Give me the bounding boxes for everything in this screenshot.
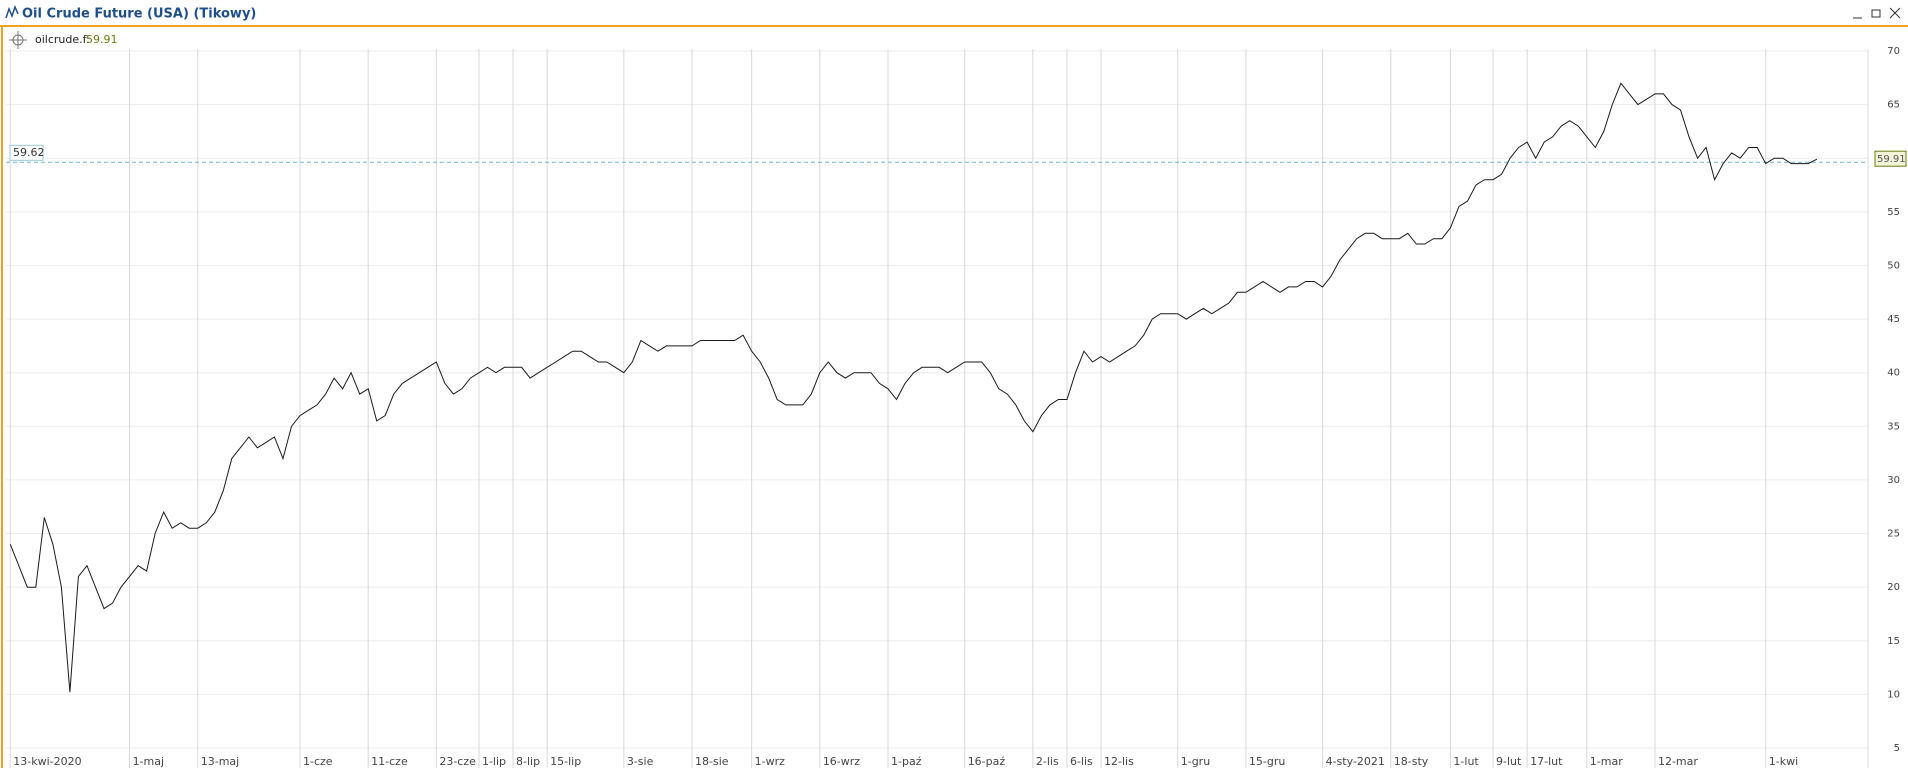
x-tick-label: 3-sie: [627, 755, 654, 768]
x-tick-label: 1-lut: [1453, 755, 1479, 768]
legend-icon[interactable]: [9, 31, 27, 49]
current-value-box: [1874, 150, 1907, 167]
y-tick-label: 35: [1887, 421, 1900, 432]
x-tick-label: 8-lip: [516, 755, 540, 768]
legend-symbol: oilcrude.f:: [35, 33, 90, 46]
y-tick-label: 70: [1887, 46, 1900, 57]
y-tick-label: 40: [1887, 368, 1900, 379]
y-tick-label: 50: [1887, 260, 1900, 271]
x-tick-label: 1-wrz: [755, 755, 785, 768]
y-tick-label: 65: [1887, 100, 1900, 111]
y-tick-label: 45: [1887, 314, 1900, 325]
window-controls[interactable]: [1853, 7, 1901, 19]
x-tick-label: 12-mar: [1658, 755, 1698, 768]
chart-icon: [5, 4, 19, 19]
current-value-label: 59.91: [1877, 154, 1906, 165]
x-tick-label: 6-lis: [1070, 755, 1093, 768]
x-tick-label: 1-mar: [1590, 755, 1623, 768]
x-tick-label: 9-lut: [1496, 755, 1522, 768]
x-tick-label: 18-sie: [695, 755, 729, 768]
y-tick-label: 20: [1887, 582, 1900, 593]
y-tick-label: 30: [1887, 475, 1900, 486]
reference-label: 59.62: [13, 146, 45, 159]
x-tick-label: 13-maj: [201, 755, 239, 768]
x-tick-label: 15-gru: [1249, 755, 1285, 768]
x-tick-label: 16-paź: [968, 755, 1006, 768]
y-tick-label: 25: [1887, 529, 1900, 540]
restore-button[interactable]: [1871, 9, 1881, 18]
x-tick-label: 11-cze: [371, 755, 408, 768]
y-tick-label: 15: [1887, 636, 1900, 647]
x-tick-label: 1-paź: [891, 755, 922, 768]
x-tick-label: 1-cze: [303, 755, 333, 768]
chart-title: Oil Crude Future (USA) (Tikowy): [22, 7, 256, 22]
x-tick-label: 23-cze: [439, 755, 476, 768]
x-tick-label: 15-lip: [550, 755, 581, 768]
x-tick-label: 13-kwi-2020: [13, 755, 81, 768]
y-tick-label: 5: [1894, 743, 1900, 754]
x-tick-label: 17-lut: [1530, 755, 1563, 768]
x-tick-label: 2-lis: [1036, 755, 1059, 768]
price-line: [9, 82, 1818, 693]
reference-label-box: [9, 144, 44, 161]
x-tick-label: 18-sty: [1394, 755, 1429, 768]
x-tick-label: 1-maj: [133, 755, 164, 768]
y-tick-label: 55: [1887, 207, 1900, 218]
x-tick-label: 1-kwi: [1769, 755, 1798, 768]
legend-value: 59.91: [86, 33, 118, 46]
x-tick-label: 1-gru: [1181, 755, 1210, 768]
x-tick-label: 4-sty-2021: [1326, 755, 1385, 768]
x-tick-label: 1-lip: [482, 755, 506, 768]
close-button[interactable]: [1889, 7, 1901, 19]
title-bar: [0, 0, 1908, 26]
x-tick-label: 12-lis: [1104, 755, 1134, 768]
y-tick-label: 10: [1887, 689, 1900, 700]
x-tick-label: 16-wrz: [823, 755, 860, 768]
